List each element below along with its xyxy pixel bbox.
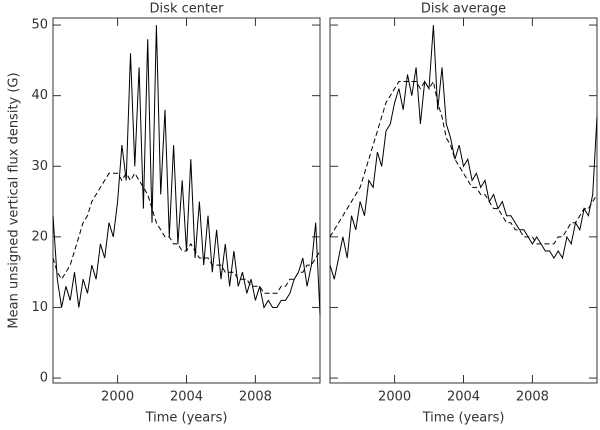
panel-title: Disk center	[150, 2, 225, 17]
x-tick-label: 2000	[101, 390, 134, 405]
x-axis-label: Time (years)	[422, 411, 505, 426]
y-tick-label: 40	[31, 88, 48, 103]
y-tick-label: 50	[31, 18, 48, 33]
data-line	[329, 80, 598, 245]
y-axis-label: Mean unsigned vertical flux density (G)	[7, 72, 22, 328]
plot-frame	[329, 17, 598, 384]
x-tick-label: 2004	[447, 390, 480, 405]
y-tick-label: 0	[40, 371, 48, 386]
y-tick-label: 30	[31, 159, 48, 174]
x-tick-label: 2008	[516, 390, 549, 405]
panel-title: Disk average	[421, 2, 506, 17]
data-line	[52, 172, 321, 294]
x-tick-label: 2000	[378, 390, 411, 405]
y-tick-label: 20	[31, 229, 48, 244]
x-tick-label: 2008	[239, 390, 272, 405]
data-line	[329, 25, 598, 280]
x-tick-label: 2004	[170, 390, 203, 405]
x-axis-label: Time (years)	[145, 411, 228, 426]
y-tick-label: 10	[31, 300, 48, 315]
data-line	[52, 25, 321, 315]
